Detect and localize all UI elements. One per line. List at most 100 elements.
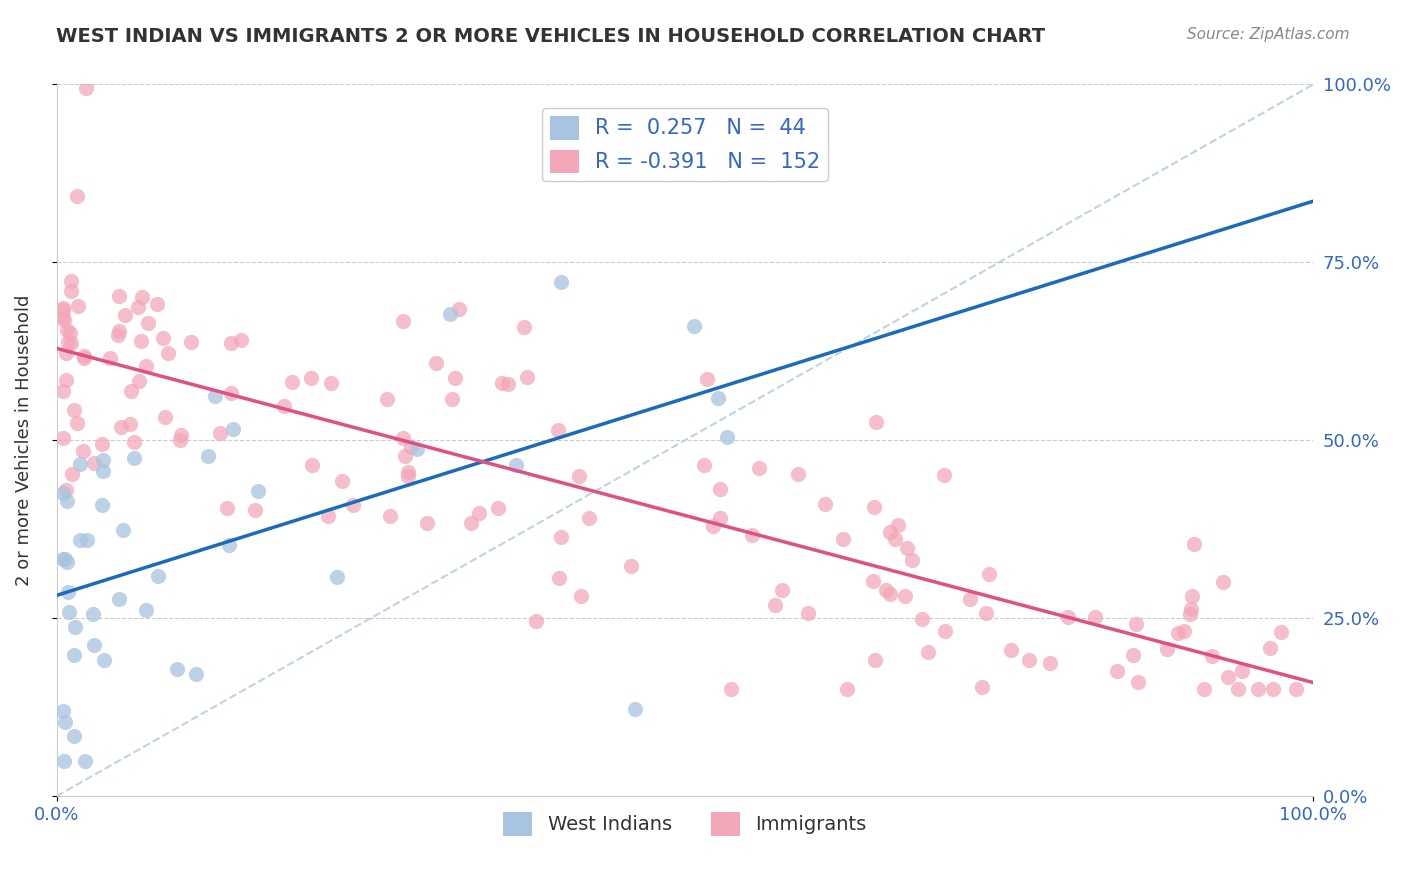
Point xyxy=(970,680,993,694)
Point xyxy=(127,300,149,314)
Point xyxy=(114,309,136,323)
Point xyxy=(146,568,169,582)
Point xyxy=(865,415,887,429)
Point xyxy=(56,555,79,569)
Point xyxy=(66,188,89,202)
Point xyxy=(399,441,422,455)
Point xyxy=(122,450,145,465)
Point xyxy=(60,284,83,298)
Point xyxy=(316,508,339,523)
Point xyxy=(513,320,536,334)
Point xyxy=(52,303,75,318)
Point xyxy=(120,384,142,399)
Point xyxy=(52,301,75,315)
Point xyxy=(197,449,219,463)
Point xyxy=(91,453,114,467)
Point xyxy=(145,297,167,311)
Point xyxy=(1018,653,1040,667)
Y-axis label: 2 or more Vehicles in Household: 2 or more Vehicles in Household xyxy=(15,294,32,586)
Point xyxy=(1125,617,1147,632)
Point xyxy=(66,300,89,314)
Point xyxy=(977,566,1000,581)
Point xyxy=(52,384,75,398)
Point xyxy=(82,607,104,621)
Point xyxy=(720,682,742,697)
Point xyxy=(787,467,810,481)
Point xyxy=(547,423,569,437)
Point xyxy=(55,494,77,508)
Point xyxy=(319,376,342,390)
Point xyxy=(52,486,75,500)
Legend: West Indians, Immigrants: West Indians, Immigrants xyxy=(495,804,875,843)
Point xyxy=(620,559,643,574)
Point xyxy=(709,510,731,524)
Point xyxy=(170,428,193,442)
Point xyxy=(391,432,413,446)
Point xyxy=(1181,589,1204,603)
Point xyxy=(491,376,513,391)
Point xyxy=(60,467,83,481)
Point xyxy=(83,638,105,652)
Point xyxy=(107,592,129,607)
Point xyxy=(917,645,939,659)
Point xyxy=(58,326,80,340)
Point xyxy=(934,624,956,638)
Point xyxy=(75,81,97,95)
Point xyxy=(76,533,98,547)
Point xyxy=(693,458,716,473)
Point xyxy=(524,614,547,628)
Point xyxy=(52,431,75,445)
Point xyxy=(934,467,956,482)
Point xyxy=(441,392,464,407)
Point xyxy=(301,458,323,472)
Point xyxy=(425,356,447,370)
Point xyxy=(129,334,152,348)
Point xyxy=(107,327,129,342)
Point xyxy=(1226,682,1249,697)
Point xyxy=(887,518,910,533)
Point xyxy=(52,551,75,566)
Point xyxy=(184,666,207,681)
Point xyxy=(378,509,401,524)
Point xyxy=(229,333,252,347)
Point xyxy=(974,606,997,620)
Point xyxy=(814,497,837,511)
Point xyxy=(55,373,77,387)
Point xyxy=(56,323,79,337)
Point xyxy=(135,359,157,374)
Point xyxy=(396,468,419,483)
Point xyxy=(1039,657,1062,671)
Point xyxy=(52,310,75,324)
Point xyxy=(55,483,77,498)
Point xyxy=(568,469,591,483)
Point xyxy=(157,346,180,360)
Point xyxy=(72,443,94,458)
Point xyxy=(1258,640,1281,655)
Point xyxy=(1216,669,1239,683)
Point xyxy=(702,519,724,533)
Point xyxy=(60,274,83,288)
Point xyxy=(1263,682,1285,697)
Point xyxy=(63,729,86,743)
Point xyxy=(69,533,91,547)
Point xyxy=(153,410,176,425)
Point xyxy=(91,436,114,450)
Point xyxy=(893,589,915,603)
Point xyxy=(763,598,786,612)
Point xyxy=(449,302,471,317)
Point xyxy=(439,307,461,321)
Point xyxy=(208,426,231,441)
Point xyxy=(569,589,592,603)
Point xyxy=(131,290,153,304)
Point xyxy=(90,499,112,513)
Point xyxy=(138,316,160,330)
Point xyxy=(1230,664,1253,678)
Point xyxy=(53,313,76,327)
Point xyxy=(330,474,353,488)
Point xyxy=(342,498,364,512)
Point xyxy=(1180,607,1202,622)
Point xyxy=(273,399,295,413)
Point xyxy=(467,507,489,521)
Point xyxy=(706,392,728,406)
Point xyxy=(416,516,439,531)
